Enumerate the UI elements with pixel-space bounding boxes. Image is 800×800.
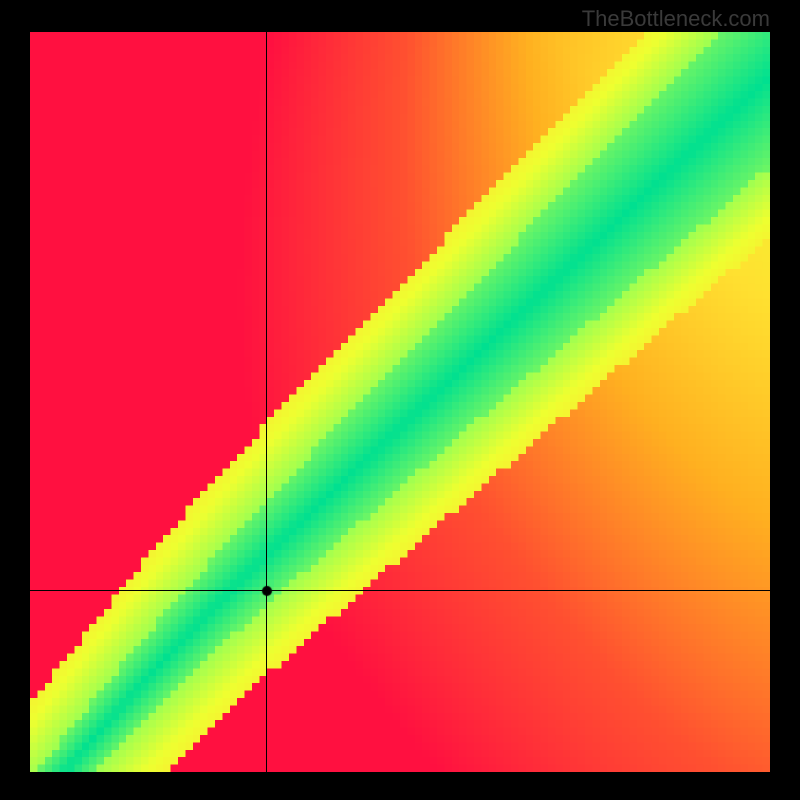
chart-container: TheBottleneck.com (0, 0, 800, 800)
bottleneck-heatmap (30, 32, 770, 772)
crosshair-vertical (266, 32, 267, 772)
crosshair-horizontal (30, 590, 770, 591)
watermark-text: TheBottleneck.com (582, 6, 770, 32)
crosshair-marker (261, 585, 273, 597)
